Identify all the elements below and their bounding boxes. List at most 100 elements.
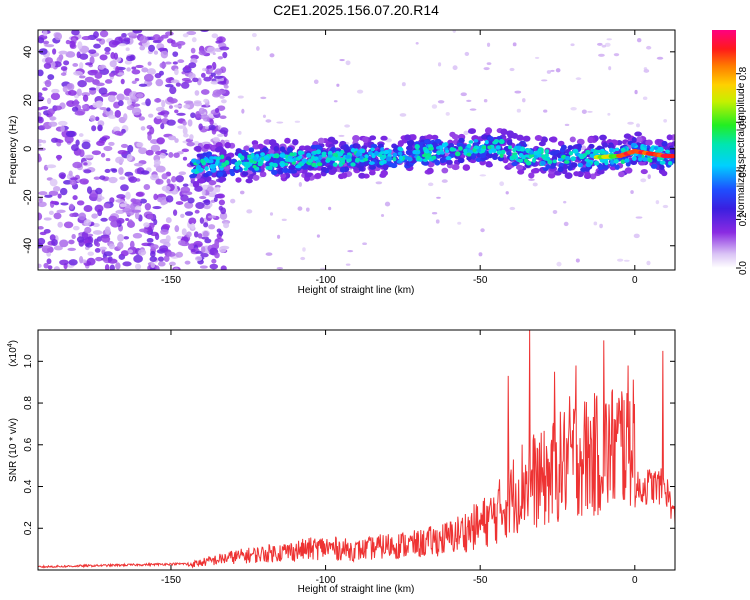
heatmap-noise-blob [328,206,332,211]
heatmap-noise-blob [144,202,152,211]
heatmap-noise-blob [104,226,111,235]
heatmap-signal-blob [593,160,600,166]
heatmap-noise-blob [63,180,72,185]
heatmap-noise-blob [66,83,73,89]
heatmap-noise-blob [59,259,69,266]
heatmap-noise-blob [313,79,319,84]
heatmap-signal-blob [262,147,268,152]
heatmap-noise-blob [166,251,176,257]
heatmap-noise-blob [107,94,116,103]
heatmap-noise-blob [217,80,227,85]
heatmap-signal-blob [210,171,218,178]
heatmap-y-tick-label: -20 [22,189,34,205]
heatmap-signal-blob [564,155,571,161]
heatmap-noise-blob [132,232,143,239]
heatmap-signal-blob [525,160,532,166]
heatmap-noise-blob [138,228,148,233]
heatmap-signal-blob [243,145,250,152]
heatmap-noise-blob [428,182,434,187]
heatmap-signal-blob [273,146,280,152]
heatmap-signal-blob [289,152,295,157]
heatmap-noise-blob [116,93,125,101]
heatmap-noise-blob [219,46,230,51]
heatmap-noise-blob [156,137,165,145]
heatmap-noise-blob [165,31,174,36]
heatmap-noise-blob [604,42,611,47]
heatmap-noise-blob [92,230,103,235]
heatmap-signal-blob [576,138,585,146]
heatmap-noise-blob [114,130,122,136]
heatmap-signal-blob [424,139,430,144]
heatmap-signal-blob [252,165,257,169]
heatmap-noise-blob [62,85,68,93]
heatmap-noise-blob [89,56,95,65]
heatmap-noise-blob [514,90,522,94]
heatmap-noise-blob [120,184,129,192]
heatmap-noise-blob [48,190,59,196]
heatmap-noise-blob [206,186,214,192]
heatmap-noise-blob [150,262,155,269]
heatmap-signal-blob [196,153,203,158]
heatmap-signal-band [189,127,675,188]
heatmap-noise-blob [204,125,210,130]
heatmap-noise-blob [165,217,172,224]
heatmap-noise-blob [182,120,187,126]
heatmap-noise-blob [587,110,593,113]
heatmap-noise-blob [203,117,210,122]
heatmap-signal-blob [350,148,356,153]
snr-y-tick-label: 0.2 [23,521,34,535]
heatmap-noise-blob [601,44,607,48]
heatmap-noise-blob [223,222,230,229]
heatmap-noise-blob [336,83,340,87]
heatmap-noise-blob [38,237,46,245]
heatmap-signal-blob [301,158,308,164]
heatmap-signal-blob [557,167,563,172]
heatmap-signal-blob [359,148,364,154]
colorbar-tick-label: 0.0 [738,261,749,275]
heatmap-noise-blob [213,196,218,203]
colorbar-label: Normalized spectral amplitude [736,82,747,217]
heatmap-noise-blob [218,205,224,211]
heatmap-noise-blob [109,60,117,68]
heatmap-noise-blob [59,239,69,248]
heatmap-noise-blob [147,133,152,141]
heatmap-noise-blob [94,204,104,213]
heatmap-noise-blob [118,43,127,47]
heatmap-noise-blob [276,121,284,124]
heatmap-noise-blob [617,258,624,262]
heatmap-signal-blob [303,145,312,152]
heatmap-noise-blob [155,106,165,112]
heatmap-noise-blob [138,116,146,121]
heatmap-signal-blob [445,156,452,161]
heatmap-noise-blob [72,161,83,169]
heatmap-signal-blob [431,134,439,140]
heatmap-noise-blob [43,40,50,45]
heatmap-noise-blob [206,46,216,54]
heatmap-noise-blob [159,62,167,69]
heatmap-noise-blob [154,72,162,79]
heatmap-noise-blob [130,198,137,203]
heatmap-noise-blob [49,178,58,187]
heatmap-noise-blob [46,97,52,105]
heatmap-noise-blob [152,205,162,210]
heatmap-noise-blob [344,124,351,128]
heatmap-noise-blob [188,62,197,69]
heatmap-noise-blob [108,72,115,77]
heatmap-noise-blob [277,234,281,239]
heatmap-signal-blob [602,164,609,170]
heatmap-noise-blob [172,209,178,216]
heatmap-signal-blob [549,164,556,169]
heatmap-signal-blob [377,153,384,158]
heatmap-signal-blob [530,168,538,174]
heatmap-noise-blob [214,240,220,248]
heatmap-signal-blob [634,131,642,137]
heatmap-noise-blob [85,242,93,248]
snr-panel: -150 -100 -50 0 0.2 0.4 0.6 0.8 1.0 Height of s… [7,329,676,595]
heatmap-noise-blob [120,143,129,149]
heatmap-signal-blob [614,164,620,170]
heatmap-signal-blob [280,162,286,168]
heatmap-noise-blob [57,193,62,199]
heatmap-noise-blob [100,136,108,142]
heatmap-noise-blob [38,48,48,55]
heatmap-noise-blob [46,164,57,169]
